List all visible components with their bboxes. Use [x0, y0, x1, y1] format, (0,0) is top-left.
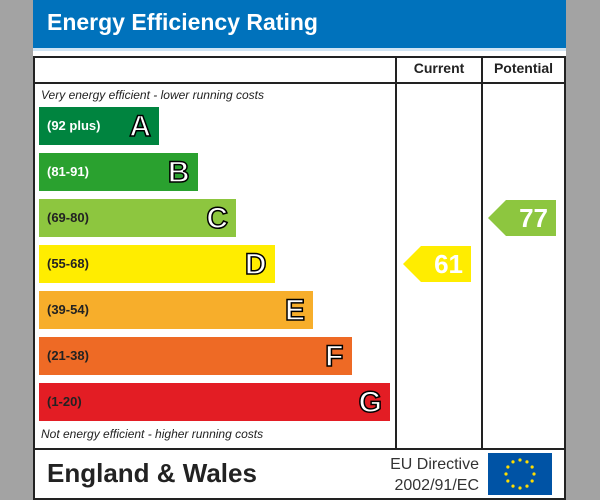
bottom-note: Not energy efficient - higher running co… — [41, 427, 264, 441]
footer: England & Wales EU Directive 2002/91/EC — [35, 450, 564, 498]
header: Energy Efficiency Rating — [33, 0, 566, 51]
region-label: England & Wales — [47, 458, 257, 488]
band-range: (55-68) — [47, 256, 89, 271]
band-range: (92 plus) — [47, 118, 101, 133]
band-e: (39-54) E — [39, 291, 313, 329]
directive-line1: EU Directive — [390, 456, 479, 473]
chart-title: Energy Efficiency Rating — [47, 9, 318, 35]
band-range: (81-91) — [47, 164, 89, 179]
eu-flag-icon — [488, 453, 552, 495]
rating-table: Current Potential Very energy efficient … — [33, 56, 566, 500]
star-icon — [525, 460, 529, 464]
band-range: (1-20) — [47, 394, 82, 409]
band-letter: C — [206, 201, 229, 236]
band-letter: A — [129, 109, 152, 144]
star-icon — [518, 458, 522, 462]
band-letter: E — [284, 293, 306, 328]
directive-line2: 2002/91/EC — [394, 477, 479, 494]
divider — [35, 82, 564, 84]
band-range: (69-80) — [47, 210, 89, 225]
band-range: (39-54) — [47, 302, 89, 317]
epc-panel: Energy Efficiency Rating Current Potenti… — [33, 0, 566, 500]
band-letter: F — [324, 339, 344, 374]
band-range: (21-38) — [47, 348, 89, 363]
band-letter: B — [167, 155, 190, 190]
divider — [395, 58, 397, 448]
star-icon — [530, 465, 534, 469]
star-icon — [518, 486, 522, 490]
star-icon — [506, 479, 510, 483]
star-icon — [525, 484, 529, 488]
current-rating-value: 61 — [434, 249, 463, 279]
band-f: (21-38) F — [39, 337, 352, 375]
band-a: (92 plus) A — [39, 107, 159, 145]
band-b: (81-91) B — [39, 153, 198, 191]
divider — [35, 448, 564, 450]
divider — [481, 58, 483, 448]
band-letter: D — [244, 247, 267, 282]
top-note: Very energy efficient - lower running co… — [41, 88, 264, 102]
potential-rating-arrow: 77 — [488, 200, 556, 236]
band-c: (69-80) C — [39, 199, 236, 237]
star-icon — [506, 465, 510, 469]
potential-rating-value: 77 — [519, 203, 548, 233]
star-icon — [511, 484, 515, 488]
directive-label: EU Directive 2002/91/EC — [365, 454, 479, 496]
star-icon — [532, 472, 536, 476]
band-g: (1-20) G — [39, 383, 390, 421]
band-d: (55-68) D — [39, 245, 275, 283]
band-letter: G — [358, 385, 383, 420]
column-current: Current — [413, 60, 465, 76]
star-icon — [504, 472, 508, 476]
column-potential: Potential — [493, 60, 554, 76]
current-rating-arrow: 61 — [403, 246, 471, 282]
star-icon — [511, 460, 515, 464]
star-icon — [530, 479, 534, 483]
